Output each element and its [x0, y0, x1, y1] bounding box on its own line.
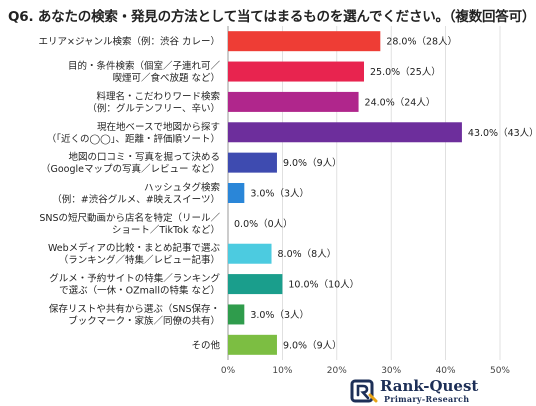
value-label: 3.0%（3人） [250, 309, 309, 321]
category-label: エリア×ジャンル検索（例：渋谷 カレー） [38, 36, 220, 48]
chart-title: Q6. あなたの検索・発見の方法として当てはまるものを選んでください。（複数回答… [8, 9, 536, 25]
x-tick-label: 40% [436, 366, 456, 376]
rank-quest-logo: Rank-Quest Primary-Research [350, 377, 530, 405]
category-label: （例：#渋谷グルメ、#映えスイーツ） [52, 194, 220, 206]
x-tick-label: 10% [272, 366, 292, 376]
bar [228, 31, 381, 52]
category-label: SNSの短尺動画から店名を特定（リール／ [39, 212, 220, 224]
category-label: グルメ・予約サイトの特集／ランキング [49, 273, 220, 285]
bar [228, 61, 364, 82]
bar [228, 334, 277, 355]
category-label: （ランキング／特集／レビュー記事） [59, 254, 220, 266]
value-label: 3.0%（3人） [250, 188, 309, 200]
bar [228, 122, 462, 143]
category-label: ハッシュタグ検索 [144, 182, 220, 194]
logo-subtitle: Primary-Research [384, 394, 470, 404]
category-label: ショート／TikTok など） [112, 224, 220, 236]
value-label: 8.0%（8人） [278, 248, 337, 260]
bar [228, 274, 283, 295]
value-label: 0.0%（0人） [234, 218, 293, 230]
category-label: （例：グルテンフリー、辛い） [87, 102, 220, 114]
logo-name: Rank-Quest [380, 377, 479, 395]
x-tick-label: 0% [221, 366, 236, 376]
bar [228, 91, 359, 112]
category-label: 地図の口コミ・写真を掘って決める [68, 151, 220, 163]
logo-mark-icon [350, 379, 378, 403]
x-tick-labels: 0% 10% 20% 30% 40% 50% [221, 366, 511, 376]
category-label: ブックマーク・家族／同僚の共有） [68, 315, 220, 327]
bar [228, 152, 277, 173]
category-labels: エリア×ジャンル検索（例：渋谷 カレー） 目的・条件検索（個室／子連れ可／喫煙可／… [38, 36, 220, 352]
x-tick-label: 20% [327, 366, 347, 376]
category-label: その他 [191, 339, 220, 351]
category-label: Webメディアの比較・まとめ記事で選ぶ [48, 242, 221, 254]
bar [228, 183, 245, 203]
category-label: 料理名・こだわりワード検索 [96, 90, 220, 102]
value-label: 24.0%（24人） [365, 96, 436, 108]
value-label: 43.0%（43人） [468, 127, 536, 139]
category-label: 現在地ベースで地図から探す [97, 121, 220, 133]
value-label: 9.0%（9人） [283, 339, 342, 351]
value-label: 10.0%（10人） [288, 279, 359, 291]
x-tick-label: 50% [490, 366, 510, 376]
bar [228, 304, 245, 325]
category-label: 保存リストや共有から選ぶ（SNS保存・ [49, 303, 220, 315]
bar [228, 243, 272, 264]
category-label: （「近くの◯◯」、距離・評価順ソート） [47, 133, 220, 145]
category-label: （Googleマップの写真／レビュー など） [41, 163, 220, 175]
value-label: 25.0%（25人） [370, 66, 441, 78]
value-label: 9.0%（9人） [283, 157, 342, 169]
value-label: 28.0%（28人） [386, 36, 457, 48]
category-label: 喫煙可／食べ放題 など） [112, 72, 220, 84]
bars [228, 31, 462, 355]
value-labels: 28.0%（28人） 25.0%（25人） 24.0%（24人） 43.0%（43人）… [234, 36, 536, 352]
category-label: で選ぶ（一休・OZmallの特集 など） [59, 285, 220, 297]
x-tick-label: 30% [381, 366, 401, 376]
category-label: 目的・条件検索（個室／子連れ可／ [68, 60, 221, 72]
